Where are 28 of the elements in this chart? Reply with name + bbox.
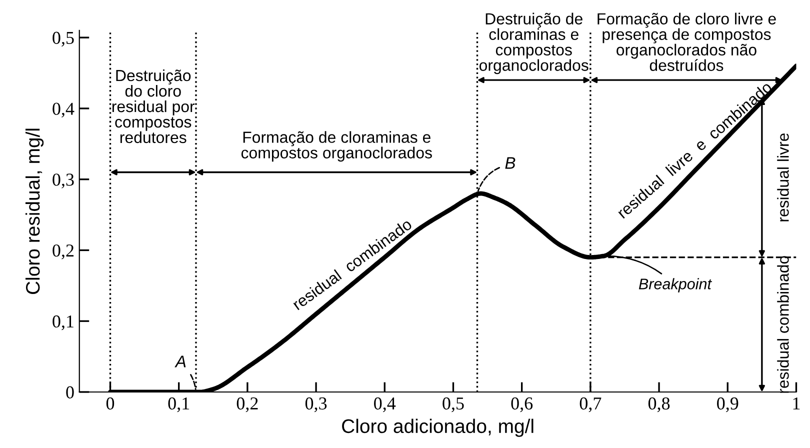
- y-tick-label: 0,5: [52, 32, 74, 47]
- x-tick-label: 1: [793, 397, 800, 410]
- x-tick-label: 0,5: [442, 397, 464, 412]
- x-tick-label: 0,3: [305, 397, 327, 412]
- x-tick-label: 0,9: [717, 397, 738, 412]
- annotation: residual livre: [777, 133, 789, 222]
- annotation: Formação de cloraminas e compostos organoclorados: [241, 131, 432, 162]
- annotation: A: [174, 356, 186, 368]
- x-tick-label: 0,8: [648, 397, 670, 412]
- annotation: Destruição de cloraminas e compostos organoclorados: [479, 12, 588, 74]
- x-axis-title: Cloro adicionado, mg/l: [342, 418, 534, 437]
- annotation: Breakpoint: [638, 278, 712, 292]
- y-tick-label: 0,1: [52, 315, 74, 330]
- y-tick-label: 0,3: [52, 174, 74, 188]
- y-axis-title: Cloro residual, mg/l: [25, 128, 44, 294]
- y-tick-label: 0: [66, 386, 74, 398]
- x-tick-label: 0: [106, 397, 114, 410]
- x-tick-label: 0,2: [236, 397, 258, 412]
- y-tick-label: 0,2: [52, 244, 74, 260]
- y-tick-label: 0,4: [52, 102, 74, 118]
- annotation: residual combinado: [777, 256, 789, 393]
- annotation: B: [505, 157, 516, 169]
- x-tick-label: 0,1: [168, 397, 190, 412]
- annotation: Destruição do cloro residual por compostos redutores: [112, 69, 195, 144]
- x-tick-label: 0,6: [511, 397, 533, 412]
- x-tick-label: 0,4: [374, 397, 396, 412]
- x-tick-label: 0,7: [580, 397, 602, 412]
- annotation: Formação de cloro livre e presença de compostos organoclorados não destruídos: [598, 12, 776, 72]
